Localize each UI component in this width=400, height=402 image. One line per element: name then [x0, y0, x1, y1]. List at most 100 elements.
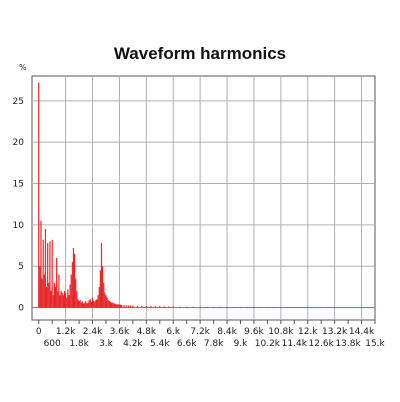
axes: 0 5 10 15 20 25 0 1.2k 2.4k 3.6k 4.8k 6.k 7.2k 8.4k 9.…: [13, 97, 386, 349]
harmonic-bar: [87, 302, 89, 308]
harmonic-bar: [58, 274, 60, 308]
harmonic-bar: [132, 305, 134, 308]
harmonic-bar: [44, 229, 47, 308]
harmonic-bar: [56, 257, 58, 308]
harmonic-bar: [233, 306, 235, 308]
harmonic-bar: [41, 278, 43, 308]
harmonic-bar: [136, 305, 138, 308]
x-tick-label: 11.4k: [282, 339, 308, 349]
harmonic-bar: [114, 303, 116, 308]
x-tick-label: 10.8k: [268, 327, 294, 337]
x-tick-label: 600: [44, 339, 61, 349]
harmonic-bar: [45, 286, 48, 308]
harmonic-bar: [61, 292, 63, 308]
harmonic-bar: [77, 299, 79, 308]
x-tick-label: 9.6k: [244, 327, 264, 337]
bars: [32, 82, 375, 308]
harmonic-bar: [84, 302, 86, 308]
harmonic-bar: [106, 297, 108, 308]
harmonic-bar: [53, 282, 56, 308]
y-tick-label: 15: [13, 180, 24, 190]
harmonic-bar: [47, 243, 49, 308]
harmonic-bar: [90, 301, 93, 308]
harmonic-bar: [66, 297, 68, 308]
harmonic-bar: [39, 266, 41, 308]
harmonic-bar: [59, 295, 61, 308]
harmonic-bar: [239, 306, 242, 308]
harmonic-bar: [104, 292, 106, 308]
harmonic-bar: [112, 302, 114, 308]
harmonic-bar: [42, 239, 44, 308]
x-tick-label: 1.2k: [56, 327, 76, 337]
harmonic-bar: [246, 306, 248, 308]
harmonic-bar: [95, 300, 97, 308]
harmonic-bar: [119, 304, 122, 308]
harmonic-bar: [81, 301, 84, 308]
harmonic-bar: [70, 274, 72, 308]
harmonic-bar: [73, 253, 76, 308]
harmonic-bar: [105, 295, 107, 308]
harmonic-bar: [206, 306, 208, 308]
x-tick-label: 4.2k: [123, 339, 143, 349]
harmonic-bar: [199, 306, 201, 308]
harmonic-bar: [89, 299, 91, 308]
harmonic-bar: [116, 304, 118, 308]
harmonic-bar: [172, 306, 174, 308]
harmonic-bar: [117, 304, 119, 308]
harmonic-bar: [62, 295, 64, 308]
x-tick-label: 3.k: [99, 339, 114, 349]
harmonic-bar: [108, 300, 110, 308]
harmonic-bar: [110, 302, 113, 308]
y-tick-label: 5: [18, 262, 24, 272]
harmonic-bar: [82, 303, 85, 308]
harmonic-bar: [154, 306, 156, 308]
harmonic-bar: [145, 305, 147, 308]
y-tick-label: 25: [13, 97, 24, 107]
x-tick-label: 8.4k: [217, 327, 237, 337]
x-tick-label: 14.4k: [349, 327, 375, 337]
harmonic-bar: [96, 299, 98, 308]
harmonic-bar: [78, 300, 80, 308]
harmonic-bar: [123, 305, 125, 308]
y-tick-label: 0: [18, 304, 24, 314]
harmonic-bar: [99, 270, 101, 308]
y-tick-label: 20: [13, 138, 25, 148]
x-tick-label: 13.2k: [322, 327, 348, 337]
harmonic-bar: [65, 292, 67, 308]
x-tick-label: 7.8k: [204, 339, 224, 349]
harmonic-bar: [54, 286, 57, 308]
harmonic-bar: [163, 306, 165, 308]
harmonic-bar: [69, 284, 71, 308]
harmonic-bar: [150, 305, 152, 308]
harmonic-bar: [192, 306, 195, 308]
harmonic-bar: [102, 266, 104, 308]
harmonic-bar: [97, 295, 99, 308]
harmonic-bar: [159, 306, 161, 308]
harmonic-bar: [40, 220, 42, 308]
harmonic-bar: [76, 291, 78, 308]
harmonic-bar: [48, 282, 50, 308]
harmonic-bar: [103, 282, 105, 308]
x-tick-label: 0: [36, 327, 42, 337]
x-tick-label: 6.k: [166, 327, 181, 337]
harmonic-bar: [107, 300, 109, 308]
x-tick-label: 12.6k: [309, 339, 335, 349]
harmonic-bar: [98, 286, 100, 308]
harmonic-bar: [113, 303, 115, 308]
plot-frame: [31, 75, 376, 321]
harmonic-bar: [71, 262, 73, 308]
harmonic-bar: [51, 239, 53, 308]
harmonic-bar: [127, 305, 129, 308]
x-tick-label: 2.4k: [83, 327, 103, 337]
harmonic-bar: [50, 291, 52, 308]
x-tick-label: 3.6k: [110, 327, 130, 337]
harmonic-bar: [115, 304, 117, 308]
x-tick-label: 6.6k: [177, 339, 197, 349]
x-tick-label: 10.2k: [255, 339, 281, 349]
harmonic-bar: [168, 306, 170, 308]
x-tick-label: 4.8k: [137, 327, 157, 337]
x-tick-label: 5.4k: [150, 339, 170, 349]
harmonic-bar: [219, 306, 221, 308]
harmonic-bar: [49, 241, 51, 308]
x-tick-label: 12.k: [298, 327, 318, 337]
